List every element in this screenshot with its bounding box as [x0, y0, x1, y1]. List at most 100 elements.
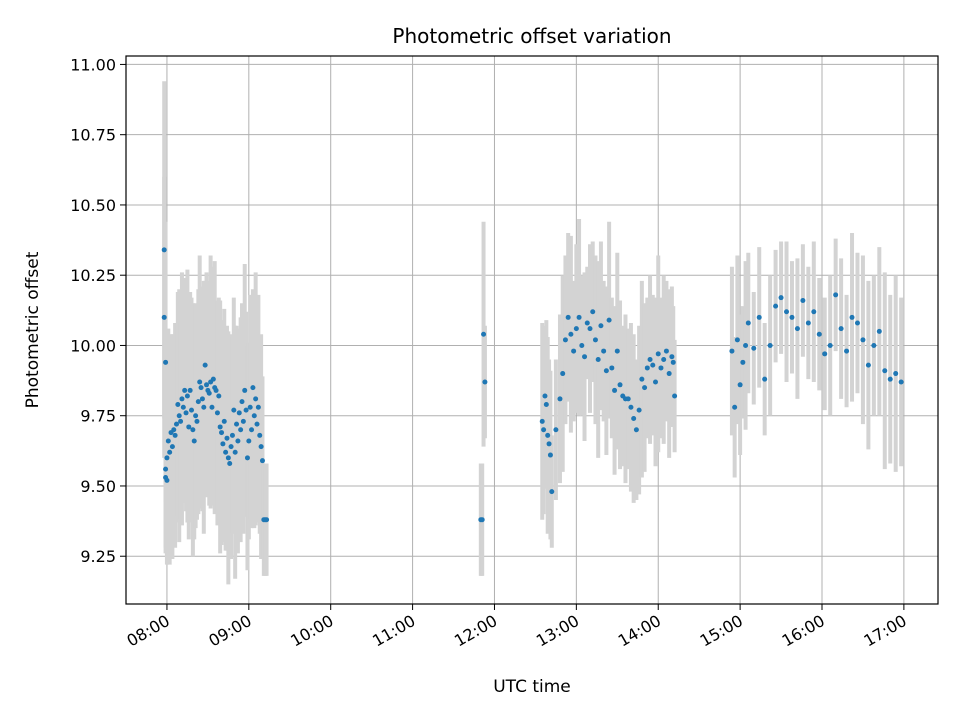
data-point [625, 396, 631, 402]
data-point [773, 303, 779, 309]
data-point [220, 441, 226, 447]
data-point [882, 368, 888, 374]
data-point [669, 354, 675, 360]
data-point [653, 379, 659, 385]
data-point [849, 314, 855, 320]
data-point [633, 427, 639, 433]
data-point [216, 393, 222, 399]
data-point [571, 348, 577, 354]
data-point [784, 309, 790, 315]
data-point [229, 432, 235, 438]
data-point [614, 348, 620, 354]
data-point [195, 399, 201, 405]
data-point [236, 410, 242, 416]
data-point [247, 404, 253, 410]
data-point [898, 379, 904, 385]
data-point [579, 342, 585, 348]
data-point [661, 357, 667, 363]
data-point [582, 354, 588, 360]
data-point [173, 421, 179, 427]
data-point [658, 365, 664, 371]
data-point [655, 351, 661, 357]
data-point [560, 371, 566, 377]
data-point [743, 342, 749, 348]
data-point [565, 314, 571, 320]
data-point [231, 407, 237, 413]
data-point [767, 342, 773, 348]
data-point [176, 413, 182, 419]
data-point [573, 326, 579, 332]
data-point [549, 489, 555, 495]
data-point [182, 387, 188, 393]
data-point [189, 407, 195, 413]
data-point [224, 435, 230, 441]
data-point [545, 432, 551, 438]
data-point [169, 444, 175, 450]
data-point [827, 342, 833, 348]
data-point [568, 331, 574, 337]
data-point [587, 326, 593, 332]
data-point [163, 359, 169, 365]
data-point [592, 337, 598, 343]
data-point [822, 351, 828, 357]
data-point [175, 401, 181, 407]
data-point [253, 396, 259, 402]
data-points [161, 247, 904, 523]
data-point [228, 444, 234, 450]
data-point [210, 376, 216, 382]
data-point [860, 337, 866, 343]
data-point [234, 421, 240, 427]
data-point [184, 393, 190, 399]
data-point [745, 320, 751, 326]
data-point [734, 337, 740, 343]
y-tick-label: 9.50 [80, 477, 116, 496]
data-point [576, 314, 582, 320]
data-point [165, 438, 171, 444]
data-point [232, 449, 238, 455]
data-point [789, 314, 795, 320]
data-point [590, 309, 596, 315]
y-axis-ticks: 9.25 9.50 9.75 10.00 10.25 10.50 10.75 11.00 [70, 55, 126, 566]
data-point [598, 323, 604, 329]
data-point [163, 466, 169, 472]
data-point [481, 331, 487, 337]
data-point [243, 407, 249, 413]
data-point [161, 314, 167, 320]
data-point [794, 326, 800, 332]
data-point [865, 362, 871, 368]
data-point [663, 348, 669, 354]
data-point [737, 382, 743, 388]
data-point [838, 326, 844, 332]
data-point [751, 345, 757, 351]
data-point [164, 455, 170, 461]
data-point [876, 328, 882, 334]
data-point [546, 441, 552, 447]
data-point [161, 247, 167, 253]
data-point [217, 424, 223, 430]
data-point [805, 320, 811, 326]
y-tick-label: 10.75 [70, 126, 116, 145]
data-point [194, 418, 200, 424]
y-tick-label: 10.50 [70, 196, 116, 215]
data-point [193, 413, 199, 419]
data-point [221, 418, 227, 424]
data-point [191, 438, 197, 444]
data-point [254, 421, 260, 427]
data-point [225, 455, 231, 461]
data-point [197, 379, 203, 385]
data-point [631, 416, 637, 422]
plot-frame [125, 55, 939, 605]
data-point [887, 376, 893, 382]
data-point [603, 368, 609, 374]
data-point [541, 427, 547, 433]
data-point [639, 376, 645, 382]
data-point [209, 404, 215, 410]
data-point [187, 387, 193, 393]
data-point [167, 449, 173, 455]
data-point [190, 427, 196, 433]
data-point [213, 387, 219, 393]
data-point [816, 331, 822, 337]
data-point [240, 418, 246, 424]
